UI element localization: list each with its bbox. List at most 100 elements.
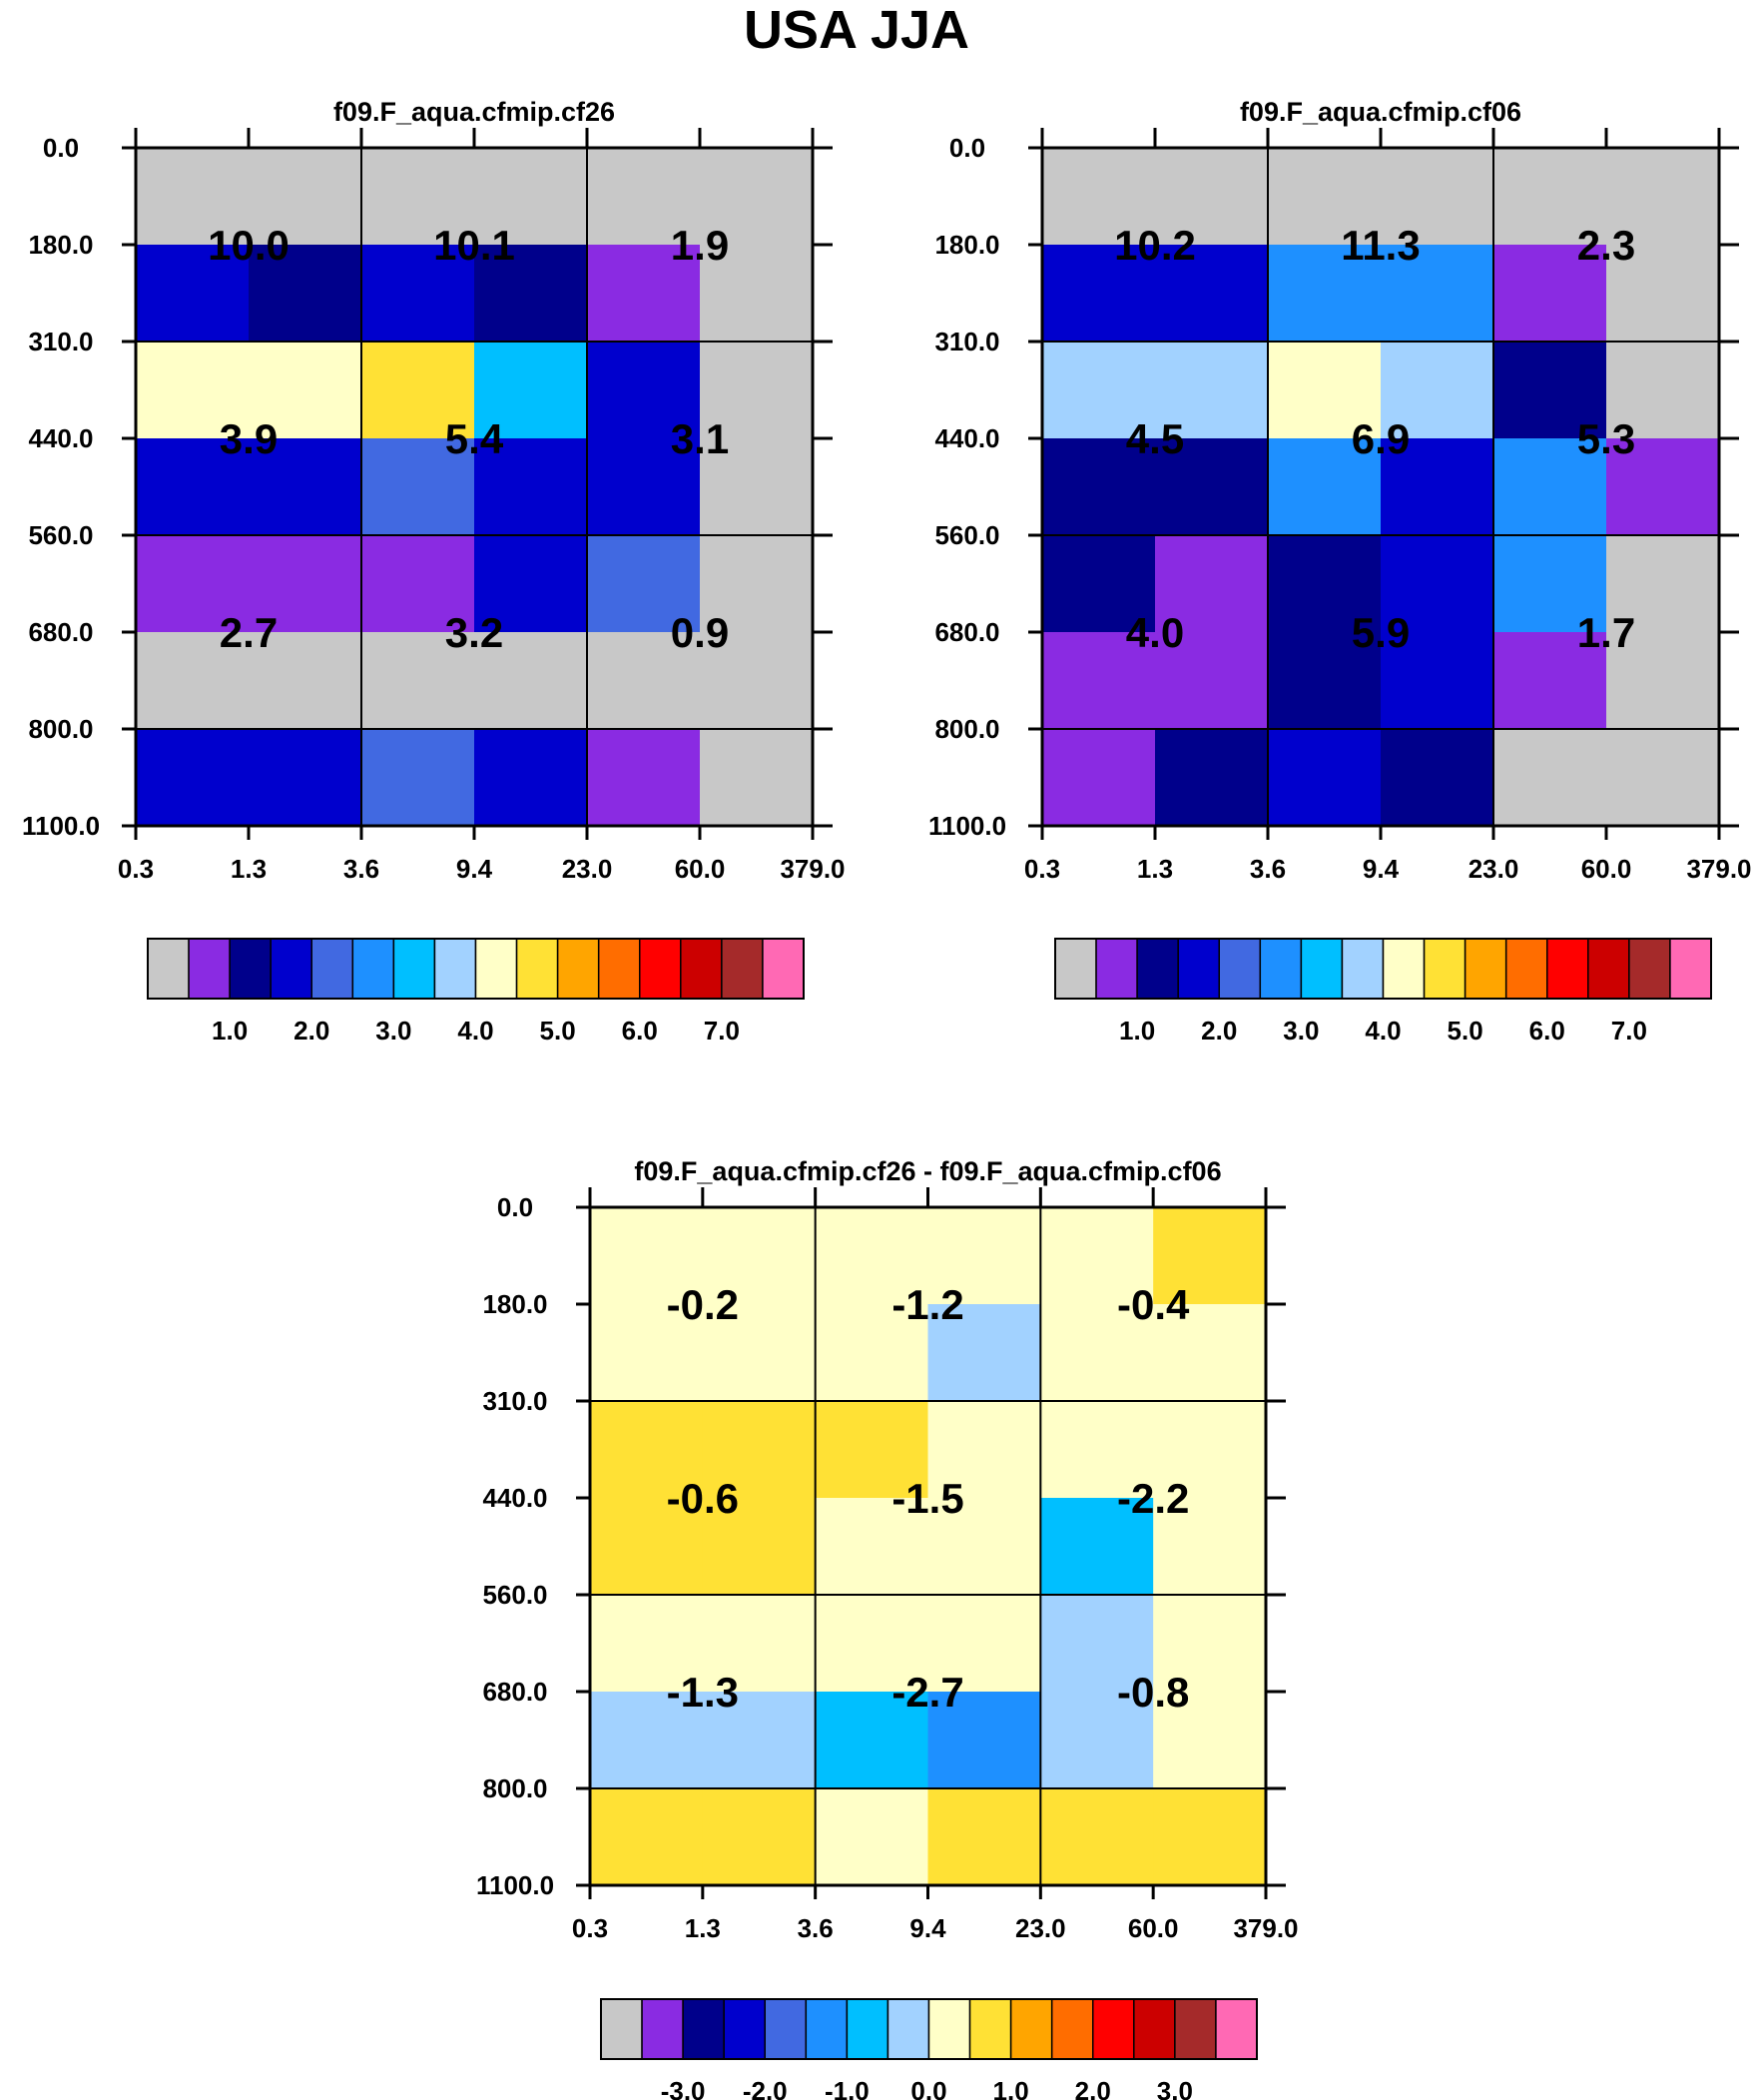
- heatmap-cell: [1381, 535, 1494, 633]
- heatmap-cell: [1040, 1595, 1154, 1693]
- y-tick-label: 180.0: [28, 230, 93, 260]
- colorbar-label: 4.0: [1365, 1016, 1401, 1046]
- heatmap-cell: [1155, 729, 1269, 827]
- colorbar-swatch: [1136, 938, 1179, 1000]
- colorbar-swatch: [1382, 938, 1426, 1000]
- data-label: -2.7: [891, 1669, 963, 1716]
- x-tick-label: 9.4: [909, 1913, 946, 1943]
- y-tick-label: 680.0: [482, 1677, 547, 1707]
- data-label: 6.9: [1352, 415, 1410, 462]
- colorbar-swatch: [270, 938, 312, 1000]
- heatmap-cell: [1381, 245, 1494, 343]
- colorbar-label: 3.0: [1157, 2076, 1193, 2100]
- x-tick-label: 23.0: [1015, 1913, 1066, 1943]
- heatmap-cell: [702, 1595, 817, 1693]
- heatmap-cell: [1042, 535, 1156, 633]
- y-tick-label: 560.0: [28, 520, 93, 550]
- heatmap-cell: [1155, 632, 1269, 730]
- heatmap-cell: [927, 1304, 1041, 1402]
- colorbar-label: 2.0: [1075, 2076, 1111, 2100]
- x-tick-label: 0.3: [118, 854, 154, 884]
- colorbar-swatch: [1215, 1998, 1258, 2060]
- colorbar-swatch: [1218, 938, 1262, 1000]
- heatmap-cell: [1268, 148, 1382, 246]
- x-tick-label: 60.0: [1128, 1913, 1179, 1943]
- heatmap-cell: [136, 535, 250, 633]
- data-label: 5.3: [1577, 415, 1635, 462]
- heatmap-cell: [1493, 438, 1607, 536]
- heatmap-cell: [361, 535, 475, 633]
- panel-2: 0.0 180.0 310.0 440.0 560.0 680.0 800.0 1100.0 0…: [928, 97, 1752, 1046]
- heatmap-cell: [702, 1304, 817, 1402]
- data-label: 10.2: [1114, 222, 1196, 269]
- heatmap-cell: [1155, 535, 1269, 633]
- heatmap-cell: [1381, 729, 1494, 827]
- data-label: 2.7: [220, 609, 278, 656]
- colorbar-swatch: [721, 938, 764, 1000]
- heatmap-cell: [590, 1304, 704, 1402]
- heatmap-cell: [361, 632, 475, 730]
- heatmap-cell: [1268, 342, 1382, 439]
- data-label: 2.3: [1577, 222, 1635, 269]
- x-tick-label: 3.6: [798, 1913, 834, 1943]
- heatmap-cell: [590, 1788, 704, 1886]
- colorbar-label: 5.0: [540, 1016, 576, 1046]
- colorbar-swatch: [1133, 1998, 1176, 2060]
- heatmap-cell: [1042, 729, 1156, 827]
- colorbar-label: -1.0: [825, 2076, 870, 2100]
- heatmap-cell: [1153, 1304, 1267, 1402]
- heatmap-cell: [1040, 1401, 1154, 1499]
- heatmap-cell: [1268, 438, 1382, 536]
- heatmap-cell: [702, 1498, 817, 1596]
- colorbar-label: 2.0: [1201, 1016, 1237, 1046]
- heatmap-cell: [815, 1401, 929, 1499]
- heatmap-cell: [1381, 148, 1494, 246]
- heatmap-cell: [590, 1401, 704, 1499]
- data-label: 11.3: [1341, 222, 1420, 269]
- heatmap-cell: [1606, 535, 1720, 633]
- data-label: -1.5: [891, 1475, 963, 1522]
- data-label: -0.6: [667, 1475, 739, 1522]
- heatmap-cell: [249, 632, 362, 730]
- heatmap-cell: [1493, 342, 1607, 439]
- y-tick-label: 680.0: [28, 617, 93, 647]
- heatmap-cell: [249, 729, 362, 827]
- y-tick-label: 1100.0: [476, 1870, 554, 1900]
- colorbar-swatch: [639, 938, 682, 1000]
- heatmap-cell: [1040, 1788, 1154, 1886]
- heatmap-cell: [249, 535, 362, 633]
- x-tick-label: 1.3: [231, 854, 267, 884]
- heatmap-cell: [702, 1788, 817, 1886]
- data-label: -0.4: [1117, 1281, 1190, 1328]
- x-tick-label: 1.3: [685, 1913, 721, 1943]
- heatmap-cell: [702, 1207, 817, 1305]
- heatmap-cell: [1268, 245, 1382, 343]
- heatmap-cell: [815, 1692, 929, 1789]
- x-tick-label: 379.0: [780, 854, 845, 884]
- heatmap-cell: [927, 1401, 1041, 1499]
- colorbar-swatch: [1669, 938, 1712, 1000]
- colorbar-label: 3.0: [375, 1016, 411, 1046]
- x-tick-label: 23.0: [562, 854, 613, 884]
- heatmap-cell: [1042, 148, 1156, 246]
- colorbar-swatch: [927, 1998, 971, 2060]
- heatmap-cell: [474, 729, 588, 827]
- heatmap-cell: [590, 1692, 704, 1789]
- colorbar-swatch: [1504, 938, 1548, 1000]
- x-tick-label: 60.0: [1581, 854, 1632, 884]
- x-tick-label: 9.4: [456, 854, 493, 884]
- colorbar-swatch: [229, 938, 272, 1000]
- heatmap-cell: [587, 148, 701, 246]
- colorbar-swatch: [600, 1998, 643, 2060]
- colorbar-swatch: [1259, 938, 1303, 1000]
- y-tick-label: 800.0: [934, 714, 999, 744]
- y-tick-label: 440.0: [482, 1483, 547, 1513]
- colorbar-label: -2.0: [743, 2076, 788, 2100]
- x-tick-label: 3.6: [343, 854, 379, 884]
- heatmap-cell: [927, 1498, 1041, 1596]
- x-tick-label: 23.0: [1468, 854, 1519, 884]
- heatmap-cell: [815, 1595, 929, 1693]
- heatmap-cell: [474, 148, 588, 246]
- panel-3: 0.0 180.0 310.0 440.0 560.0 680.0 800.0 1100.0 0…: [476, 1156, 1299, 2100]
- heatmap-cell: [136, 729, 250, 827]
